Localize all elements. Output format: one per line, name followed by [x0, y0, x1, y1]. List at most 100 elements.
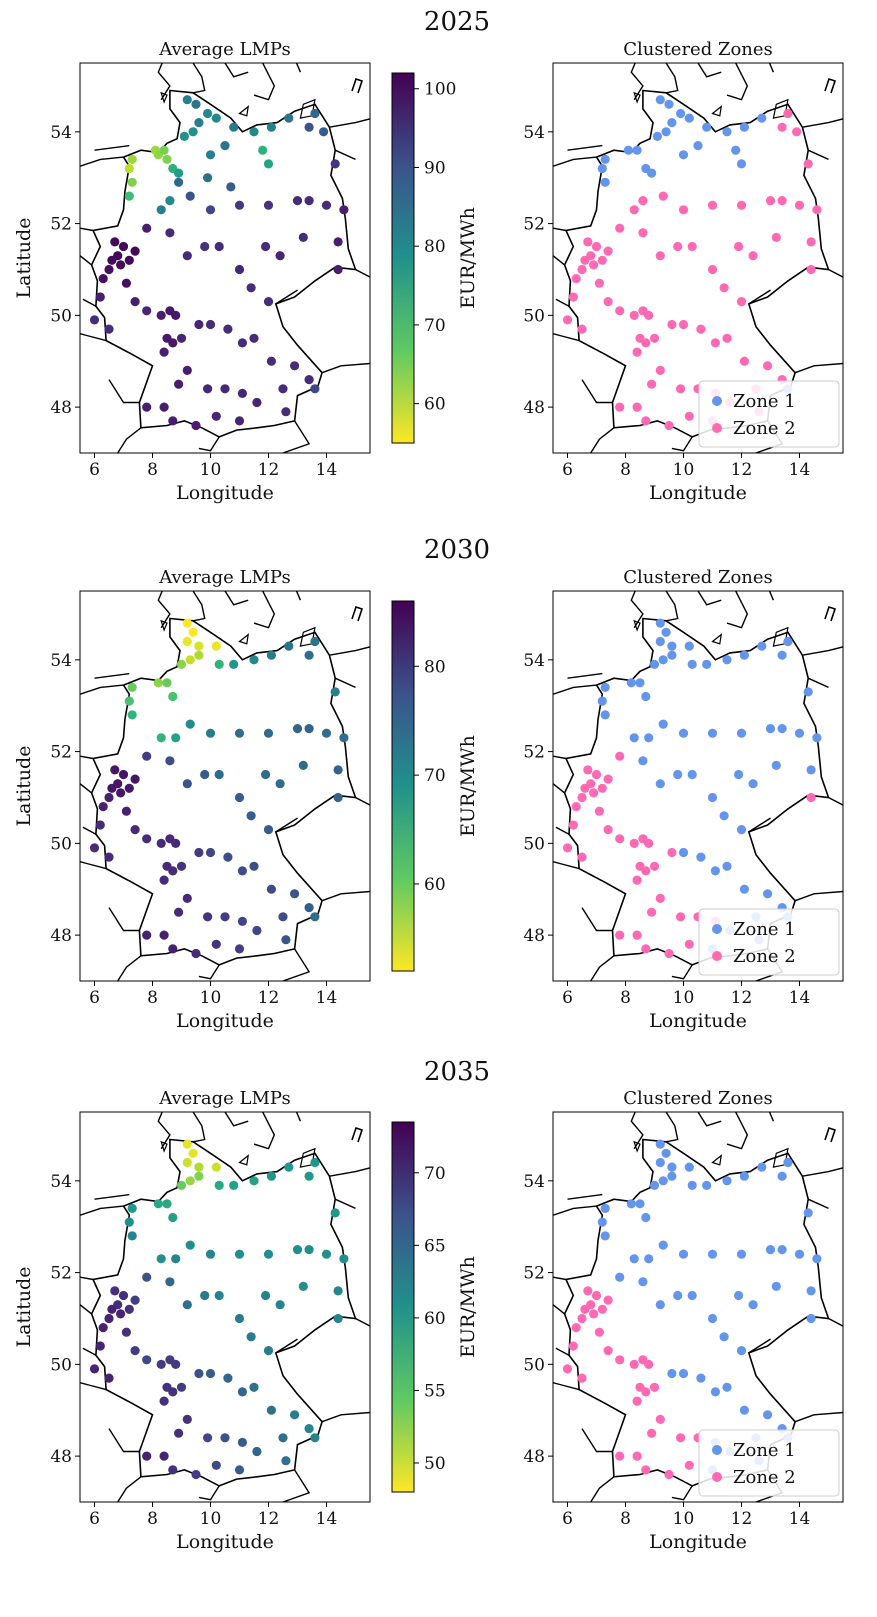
zone-point	[684, 1460, 694, 1470]
lmp-point	[127, 1203, 137, 1213]
zone-point	[632, 145, 642, 155]
lmp-point	[156, 205, 166, 215]
zone-point	[577, 1313, 587, 1324]
lmp-point	[185, 719, 195, 729]
lmp-point	[339, 733, 349, 743]
zone-point	[696, 1373, 706, 1383]
legend-box	[698, 1429, 840, 1497]
lmp-point	[339, 205, 349, 215]
zone-point	[678, 847, 689, 858]
zone-point	[739, 1171, 750, 1181]
neighbour-border	[198, 964, 220, 980]
neighbour-border	[117, 427, 142, 453]
lmp-point	[246, 811, 256, 821]
zone-point	[734, 1290, 744, 1301]
lmp-point	[278, 1433, 288, 1443]
lmp-point	[162, 154, 172, 164]
lmp-point	[182, 618, 192, 628]
zone-point	[806, 1313, 816, 1324]
zone-point	[644, 733, 654, 743]
y-tick-label: 52	[50, 215, 72, 235]
lmp-point	[162, 678, 172, 688]
neighbour-border	[581, 907, 613, 932]
neighbour-border	[108, 907, 140, 932]
germany-border	[90, 1138, 357, 1487]
lmp-point	[156, 838, 166, 849]
y-tick-label: 48	[50, 398, 72, 418]
y-axis-label: Latitude	[13, 1267, 35, 1348]
zone-point	[597, 1217, 607, 1227]
lmp-point	[171, 733, 181, 743]
zone-point	[678, 1249, 689, 1259]
lmp-point	[321, 1249, 332, 1259]
lmp-point	[263, 1346, 274, 1356]
neighbour-border	[253, 1112, 276, 1150]
zone-point	[641, 1465, 651, 1475]
neighbour-border	[108, 379, 140, 404]
lmp-point	[142, 1355, 152, 1365]
zone-point	[577, 852, 587, 862]
lmp-point	[333, 264, 343, 275]
neighbour-border	[802, 1167, 843, 1177]
x-tick-label: 8	[147, 1509, 158, 1529]
lmp-point	[258, 145, 268, 155]
lmp-point	[159, 145, 169, 155]
x-tick-label: 10	[200, 460, 222, 480]
zone-point	[763, 889, 773, 899]
zone-point	[806, 264, 816, 275]
lmp-point	[304, 1171, 314, 1181]
zone-point	[649, 1382, 660, 1392]
zone-point	[765, 196, 776, 206]
map-corner-glyph	[824, 605, 837, 622]
island-outline	[633, 1140, 641, 1153]
zone-point	[647, 168, 657, 178]
lmp-point	[266, 122, 276, 132]
neighbour-border	[555, 298, 570, 307]
lmp-point	[159, 1396, 169, 1406]
zone-point	[635, 678, 645, 688]
lmp-point	[182, 1414, 192, 1424]
lmp-point	[118, 769, 129, 780]
x-tick-label: 8	[620, 460, 631, 480]
lmp-point	[142, 306, 152, 316]
y-tick-label: 48	[523, 1447, 545, 1467]
neighbour-border	[553, 255, 566, 266]
zone-point	[562, 1364, 573, 1374]
lmp-point	[171, 1254, 181, 1264]
lmp-point	[185, 191, 195, 201]
zone-point	[644, 310, 654, 320]
lmp-point	[290, 361, 300, 371]
neighbour-border	[794, 362, 843, 374]
lmp-point	[182, 251, 192, 261]
lmp-point	[333, 765, 343, 775]
zone-point	[664, 420, 674, 431]
neighbour-border	[80, 156, 124, 167]
lmp-point	[168, 944, 178, 954]
lmp-point	[281, 935, 291, 945]
zone-point	[812, 1254, 822, 1264]
axes-frame	[552, 590, 844, 982]
lmp-point	[116, 1309, 126, 1319]
neighbour-border	[671, 436, 693, 452]
lmp-point	[310, 1157, 320, 1168]
lmp-point	[234, 944, 245, 954]
zone-point	[629, 838, 639, 849]
zone-point	[678, 728, 689, 738]
legend-label: Zone 1	[733, 919, 796, 940]
lmp-point	[261, 1290, 271, 1301]
island-outline	[238, 633, 250, 645]
lmp-point	[330, 687, 340, 697]
neighbour-border	[768, 1112, 775, 1122]
y-tick-label: 52	[523, 215, 545, 235]
zone-point	[629, 733, 639, 743]
map-corner-glyph	[351, 1126, 364, 1143]
zone-point	[655, 779, 665, 789]
lmp-point	[214, 1290, 224, 1301]
colorbar-tick-label: 70	[424, 766, 446, 786]
neighbour-border	[697, 591, 722, 606]
island-outline	[160, 1140, 168, 1153]
zone-point	[783, 1157, 793, 1168]
zone-point	[655, 618, 665, 628]
lmp-panel-2030: 2030 Average LMPs 6 8 10 12 14 48 50 52 54 Longitud…	[13, 535, 490, 1032]
zone-point	[583, 765, 593, 775]
